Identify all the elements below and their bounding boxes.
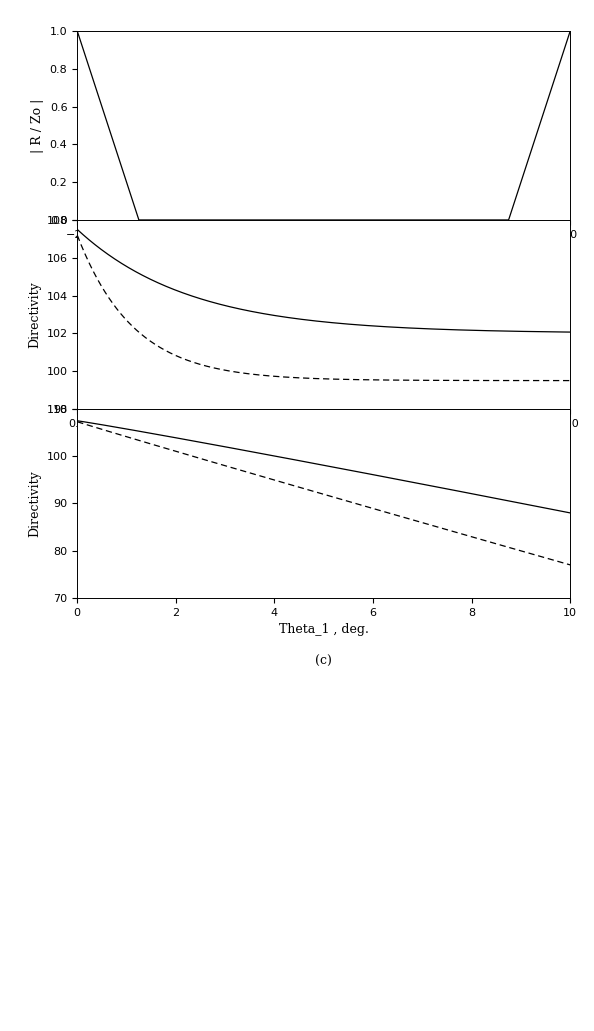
Text: (b): (b) xyxy=(315,466,333,478)
X-axis label: Phi , deg.: Phi , deg. xyxy=(294,245,353,258)
X-axis label: Theta_1 , deg.: Theta_1 , deg. xyxy=(279,624,369,636)
Text: (c): (c) xyxy=(315,655,332,668)
X-axis label: | R max / Zo |: | R max / Zo | xyxy=(282,434,366,447)
Y-axis label: Directivity: Directivity xyxy=(28,470,41,537)
Y-axis label: | R / Zo |: | R / Zo | xyxy=(31,98,44,153)
Y-axis label: Directivity: Directivity xyxy=(28,281,41,347)
Text: (a): (a) xyxy=(315,276,333,290)
